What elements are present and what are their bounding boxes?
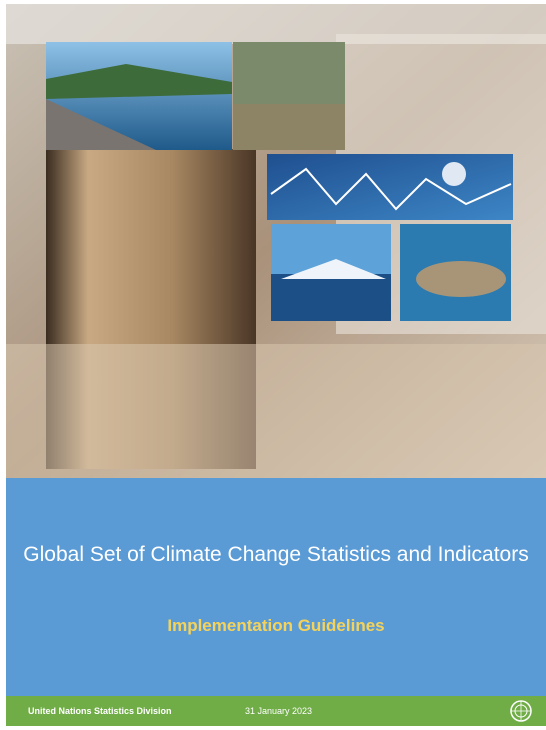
cover-title: Global Set of Climate Change Statistics … <box>6 540 546 570</box>
date: 31 January 2023 <box>245 706 312 716</box>
footer-bar: United Nations Statistics Division 31 Ja… <box>6 696 546 726</box>
organization: United Nations Statistics Division <box>28 706 172 716</box>
un-emblem <box>509 699 533 723</box>
cover-subtitle: Implementation Guidelines <box>6 616 546 636</box>
cover-page: Global Set of Climate Change Statistics … <box>0 0 546 730</box>
cover-photo <box>6 4 546 478</box>
title-panel: Global Set of Climate Change Statistics … <box>6 478 546 696</box>
